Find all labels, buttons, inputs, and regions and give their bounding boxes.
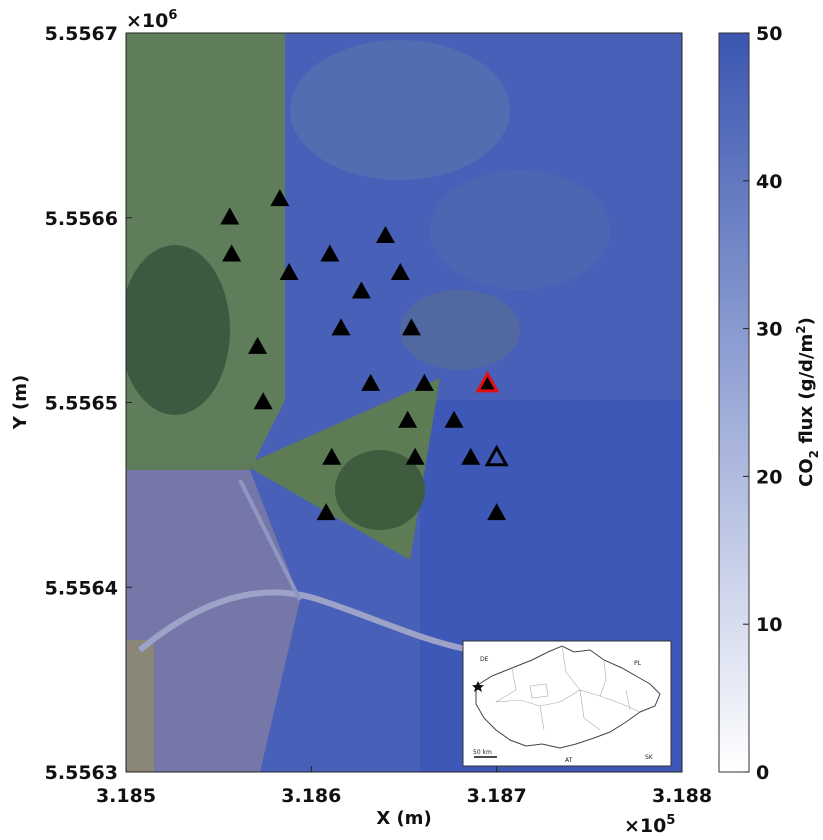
station-marker — [320, 244, 340, 262]
y-tick-label: 5.5565 — [45, 393, 118, 415]
y-exponent-label: ×106 — [126, 8, 177, 32]
inset-label-de: DE — [480, 656, 489, 663]
inset-label-pl: PL — [634, 660, 642, 667]
colorbar-tick-label: 30 — [756, 319, 782, 341]
inset-map: DE PL AT SK 50 km — [462, 640, 672, 767]
scale-bar-label: 50 km — [473, 749, 492, 756]
station-marker — [316, 503, 336, 521]
y-tick-labels: 5.5567 5.5566 5.5565 5.5564 5.5563 — [45, 23, 132, 784]
country-outline — [475, 645, 661, 749]
y-axis-label: Y (m) — [10, 375, 31, 431]
x-exponent-label: ×105 — [624, 813, 675, 836]
station-marker — [375, 226, 395, 244]
station-marker — [279, 262, 299, 280]
station-marker — [322, 447, 342, 465]
station-marker-open — [484, 444, 509, 467]
colorbar-tick-label: 10 — [756, 614, 782, 636]
station-marker — [331, 318, 351, 336]
station-marker — [398, 410, 418, 428]
colorbar-tick-label: 50 — [756, 23, 782, 45]
x-tick-labels: 3.185 3.186 3.187 3.188 — [96, 766, 712, 807]
inset-frame — [462, 640, 672, 767]
colorbar-tick-label: 20 — [756, 466, 782, 488]
station-marker — [361, 373, 381, 391]
station-marker — [461, 447, 481, 465]
stations-layer — [220, 189, 509, 521]
station-marker — [253, 392, 273, 410]
colorbar-label: CO2 flux (g/d/m2) — [794, 317, 821, 487]
x-tick-label: 3.187 — [467, 785, 527, 807]
station-marker — [401, 318, 421, 336]
colorbar-tick-label: 40 — [756, 171, 782, 193]
location-star-icon — [472, 681, 484, 692]
station-marker — [487, 503, 507, 521]
station-marker — [414, 373, 434, 391]
station-marker — [220, 207, 240, 225]
y-tick-label: 5.5564 — [45, 577, 118, 599]
x-tick-label: 3.188 — [652, 785, 712, 807]
colorbar-ticks: 0 10 20 30 40 50 — [743, 23, 782, 784]
inset-label-at: AT — [565, 757, 573, 764]
x-tick-label: 3.186 — [281, 785, 341, 807]
x-axis-label: X (m) — [376, 808, 431, 829]
y-tick-label: 5.5566 — [45, 208, 118, 230]
inset-label-sk: SK — [645, 754, 654, 761]
map-background — [126, 33, 682, 772]
station-marker — [270, 189, 290, 207]
station-marker — [405, 447, 425, 465]
y-tick-label: 5.5563 — [45, 762, 118, 784]
colorbar — [718, 32, 750, 773]
y-tick-label: 5.5567 — [45, 23, 118, 45]
station-marker — [248, 336, 268, 354]
colorbar-tick-label: 0 — [756, 762, 769, 784]
station-marker — [351, 281, 371, 299]
station-marker — [444, 410, 464, 428]
region-borders — [495, 645, 641, 731]
station-marker-highlighted — [475, 370, 500, 393]
station-marker — [222, 244, 242, 262]
x-tick-label: 3.185 — [96, 785, 156, 807]
station-marker — [390, 262, 410, 280]
